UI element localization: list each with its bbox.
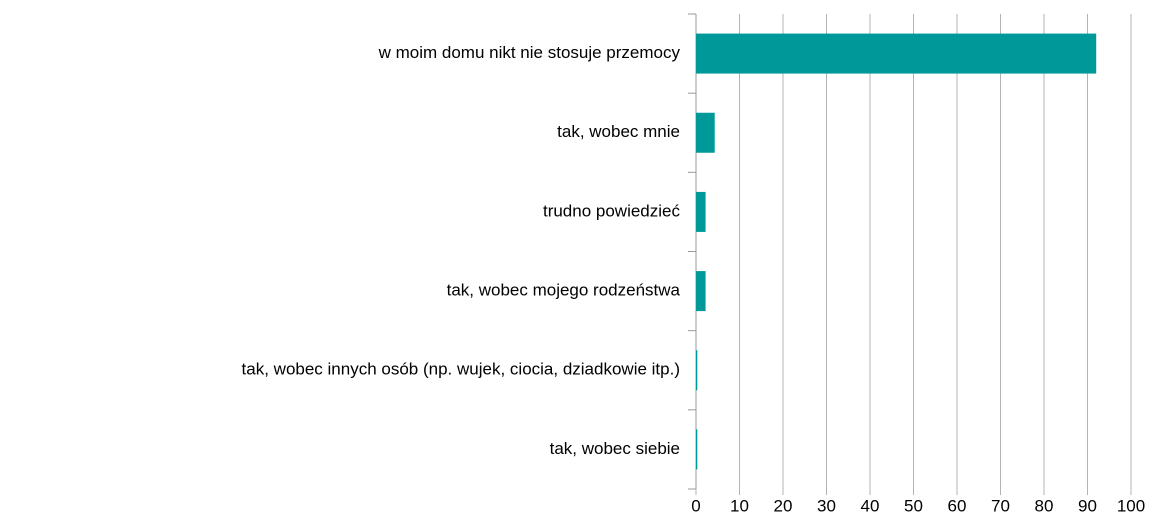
bar [696, 350, 698, 391]
bar [696, 33, 1097, 74]
y-tick-label: tak, wobec innych osób (np. wujek, cioci… [242, 360, 680, 379]
y-tick-label: trudno powiedzieć [543, 201, 681, 220]
x-tick-label: 30 [817, 496, 836, 515]
y-tick-label: tak, wobec mojego rodzeństwa [447, 281, 681, 300]
bar [696, 271, 706, 312]
x-tick-label: 40 [861, 496, 880, 515]
bar [696, 429, 698, 470]
bar [696, 112, 715, 153]
x-tick-label: 70 [991, 496, 1010, 515]
x-tick-label: 100 [1117, 496, 1145, 515]
x-tick-label: 60 [948, 496, 967, 515]
x-tick-label: 10 [730, 496, 749, 515]
x-tick-label: 0 [691, 496, 700, 515]
x-tick-label: 90 [1078, 496, 1097, 515]
x-tick-label: 50 [904, 496, 923, 515]
y-tick-label: tak, wobec siebie [550, 439, 680, 458]
x-tick-label: 80 [1035, 496, 1054, 515]
x-tick-label: 20 [774, 496, 793, 515]
bar [696, 191, 706, 232]
y-tick-label: tak, wobec mnie [557, 122, 680, 141]
y-tick-label: w moim domu nikt nie stosuje przemocy [378, 43, 681, 62]
